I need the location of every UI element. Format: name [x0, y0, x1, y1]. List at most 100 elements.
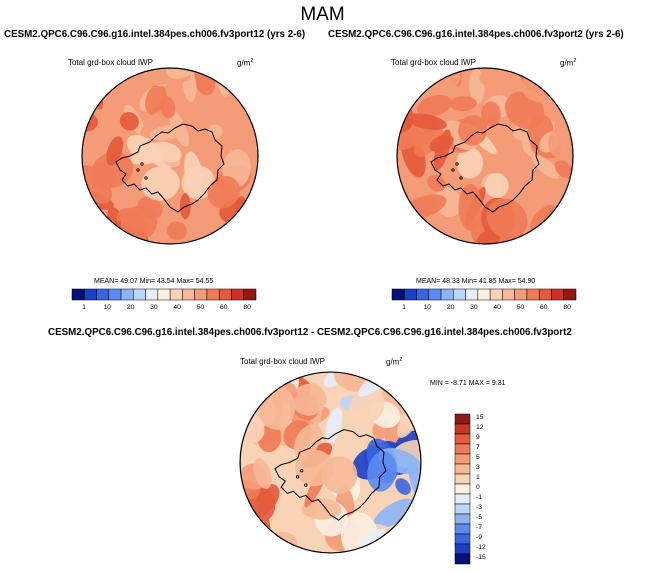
panel2-title: CESM2.QPC6.C96.C96.g16.intel.384pes.ch00…: [328, 29, 624, 40]
colorbar-swatch: [453, 288, 466, 301]
field-contour-region: [554, 160, 573, 179]
colorbar-tick-label: -1: [476, 494, 483, 501]
figure-title: MAM: [300, 4, 345, 25]
colorbar-swatch: [454, 473, 471, 485]
colorbar-swatch: [454, 533, 471, 545]
panel3-units-label: g/m2: [386, 357, 403, 367]
field-contour-region: [291, 383, 327, 416]
field-contour-region: [82, 209, 91, 222]
field-contour-region: [456, 147, 484, 179]
field-contour-region: [395, 478, 411, 495]
field-contour-region: [397, 124, 423, 151]
colorbar-tick-label: -9: [476, 534, 483, 541]
map-boundary: [239, 371, 422, 554]
colorbar-swatch: [133, 288, 146, 301]
panel1-map: [81, 67, 259, 245]
island-outline: [140, 162, 144, 166]
panel3-map: [239, 371, 422, 554]
map-boundary: [396, 67, 574, 245]
colorbar-swatch: [514, 288, 528, 301]
field-contour-region: [253, 458, 272, 490]
colorbar-tick-label: 20: [126, 304, 135, 311]
field-contour-region: [301, 498, 342, 520]
island-outline: [136, 168, 140, 172]
colorbar-tick-label: -5: [476, 514, 483, 521]
field-contour-region: [293, 424, 322, 458]
field-contour-region: [481, 101, 501, 127]
panel3-title: CESM2.QPC6.C96.C96.g16.intel.384pes.ch00…: [48, 327, 572, 338]
colorbar-tick-label: 10: [103, 304, 112, 311]
field-contour-region: [159, 96, 176, 119]
colorbar-swatch: [538, 288, 552, 301]
colorbar-swatch: [551, 288, 564, 301]
colorbar-tick-label: 0: [476, 484, 480, 491]
panel2-units-label: g/m2: [560, 58, 577, 68]
colorbar-swatch: [477, 288, 491, 301]
colorbar-swatch: [416, 288, 430, 301]
island-outline: [144, 176, 148, 180]
antarctica-coastline: [115, 123, 225, 213]
colorbar-swatch: [454, 433, 471, 445]
field-contour-region: [119, 112, 139, 131]
island-outline: [304, 483, 308, 487]
colorbar-swatch: [157, 288, 171, 301]
island-outline: [451, 168, 455, 172]
colorbar-tick-label: 60: [540, 304, 548, 311]
colorbar-tick-label: 30: [150, 304, 158, 311]
colorbar-swatch: [454, 443, 471, 455]
panel2-map: [396, 67, 574, 245]
field-contour-region: [82, 221, 104, 244]
antarctica-coastline: [274, 429, 387, 521]
colorbar-swatch: [454, 513, 471, 525]
colorbar-swatch: [120, 288, 134, 301]
colorbar-tick-label: 50: [196, 304, 205, 311]
colorbar-swatch: [454, 553, 471, 565]
field-contour-region: [405, 113, 447, 130]
colorbar-swatch: [231, 288, 244, 301]
colorbar-swatch: [465, 288, 479, 301]
colorbar-swatch: [454, 493, 471, 505]
panel1-variable-label: Total grd-box cloud IWP: [68, 58, 153, 67]
colorbar-swatch: [194, 288, 208, 301]
colorbar-tick-label: 80: [243, 304, 251, 311]
colorbar-tick-label: -15: [476, 554, 486, 561]
colorbar-tick-label: 5: [476, 454, 480, 461]
island-outline: [300, 469, 304, 473]
field-contour-region: [458, 115, 488, 146]
colorbar-swatch: [526, 288, 540, 301]
colorbar-tick-label: 3: [476, 464, 480, 471]
panel2-colorbar: [391, 288, 577, 301]
colorbar-swatch: [218, 288, 232, 301]
antarctica-coastline: [430, 123, 540, 213]
field-contour-region: [120, 205, 158, 241]
colorbar-tick-label: 80: [563, 304, 571, 311]
colorbar-swatch: [84, 288, 97, 301]
field-contour-region: [372, 498, 414, 529]
panel3-stats: MIN = -8.71 MAX = 9.31: [430, 380, 506, 387]
field-contour-region: [106, 136, 124, 166]
field-contour-region: [360, 528, 386, 549]
field-contour-region: [134, 144, 172, 169]
field-contour-region: [141, 166, 180, 201]
colorbar-swatch: [206, 288, 220, 301]
field-contour-region: [449, 96, 477, 112]
colorbar-tick-label: 60: [220, 304, 228, 311]
field-contour-region: [321, 456, 358, 494]
field-contour-region: [532, 154, 560, 179]
field-contour-region: [246, 539, 276, 553]
field-contour-region: [367, 451, 397, 492]
colorbar-swatch: [489, 288, 503, 301]
field-contour-region: [548, 128, 570, 158]
island-outline: [295, 475, 300, 479]
colorbar-tick-label: 10: [423, 304, 432, 311]
field-contour-region: [417, 95, 452, 117]
map-boundary: [81, 67, 259, 245]
colorbar-swatch: [454, 423, 471, 435]
colorbar-tick-label: -12: [476, 544, 486, 551]
field-contour-region: [84, 231, 117, 244]
field-contour-region: [429, 134, 454, 152]
colorbar-swatch: [440, 288, 454, 301]
panel1-stats: MEAN= 49.07 Min= 43.54 Max= 54.55: [94, 278, 214, 285]
island-outline: [455, 162, 459, 166]
panel3-colorbar: [454, 413, 471, 565]
